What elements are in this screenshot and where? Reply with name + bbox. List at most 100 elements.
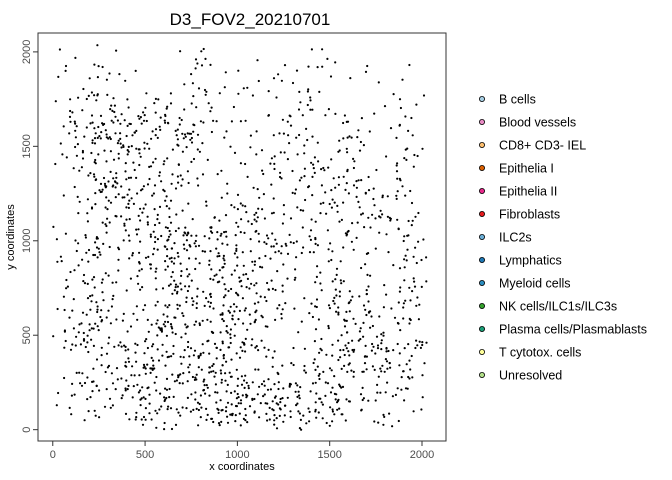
data-point bbox=[155, 322, 158, 325]
data-point bbox=[142, 111, 145, 114]
data-point bbox=[315, 305, 318, 309]
data-point bbox=[263, 241, 266, 244]
data-point bbox=[81, 157, 85, 160]
data-point bbox=[94, 241, 97, 244]
data-point bbox=[241, 349, 244, 352]
data-point bbox=[97, 247, 100, 250]
data-point bbox=[327, 324, 330, 328]
data-point bbox=[290, 362, 293, 365]
data-point bbox=[295, 136, 298, 139]
data-point bbox=[181, 406, 184, 409]
data-point bbox=[204, 93, 207, 96]
legend-item: Plasma cells/Plasmablasts bbox=[478, 323, 647, 337]
data-point bbox=[205, 407, 208, 410]
data-point bbox=[233, 334, 236, 337]
data-point bbox=[128, 257, 131, 260]
data-point bbox=[327, 327, 330, 330]
data-point bbox=[222, 257, 225, 260]
data-point bbox=[153, 223, 157, 227]
data-point bbox=[174, 332, 177, 336]
data-point bbox=[331, 420, 334, 423]
data-point bbox=[185, 268, 188, 271]
data-point bbox=[292, 363, 295, 367]
data-point bbox=[230, 287, 233, 291]
data-point bbox=[128, 199, 131, 202]
data-point bbox=[170, 325, 173, 328]
data-point bbox=[319, 271, 322, 274]
data-point bbox=[90, 114, 94, 117]
data-point bbox=[256, 216, 259, 219]
data-point bbox=[334, 288, 337, 291]
legend-marker bbox=[478, 119, 485, 126]
data-point bbox=[212, 370, 215, 373]
data-point bbox=[209, 277, 212, 280]
data-point bbox=[166, 226, 169, 230]
data-point bbox=[94, 322, 97, 325]
data-point bbox=[145, 338, 148, 341]
data-point bbox=[171, 373, 174, 376]
data-point bbox=[154, 134, 157, 137]
data-point bbox=[152, 364, 155, 367]
data-point bbox=[395, 164, 398, 167]
data-point bbox=[249, 250, 252, 253]
data-point bbox=[309, 96, 312, 99]
data-point bbox=[80, 322, 83, 325]
data-point bbox=[148, 412, 151, 415]
data-point bbox=[318, 351, 321, 354]
data-point bbox=[339, 279, 342, 282]
data-point bbox=[205, 418, 208, 421]
data-point bbox=[327, 108, 330, 111]
data-point bbox=[212, 119, 215, 122]
data-point bbox=[231, 318, 234, 321]
data-point bbox=[245, 273, 248, 276]
data-point bbox=[94, 414, 97, 417]
data-point bbox=[267, 90, 270, 93]
data-point bbox=[146, 183, 150, 186]
data-point bbox=[358, 206, 361, 209]
data-point bbox=[196, 287, 199, 290]
data-point bbox=[411, 219, 414, 222]
data-point bbox=[395, 136, 398, 139]
data-point bbox=[101, 221, 104, 224]
data-point bbox=[318, 377, 321, 381]
data-point bbox=[247, 384, 250, 387]
data-point bbox=[180, 274, 183, 277]
data-point bbox=[389, 127, 393, 130]
data-point bbox=[130, 145, 133, 148]
data-point bbox=[119, 137, 122, 140]
data-point bbox=[367, 189, 371, 192]
data-point bbox=[344, 419, 347, 422]
data-point bbox=[181, 312, 184, 315]
data-point bbox=[244, 350, 247, 353]
data-point bbox=[399, 286, 402, 289]
data-point bbox=[265, 234, 269, 237]
legend-item: Blood vessels bbox=[478, 116, 576, 130]
data-point bbox=[144, 340, 147, 343]
data-point bbox=[77, 331, 80, 334]
data-point bbox=[209, 295, 213, 298]
data-point bbox=[212, 278, 215, 281]
data-point bbox=[350, 136, 353, 139]
data-point bbox=[365, 293, 368, 296]
data-point bbox=[158, 221, 161, 225]
data-point bbox=[63, 346, 66, 349]
data-point bbox=[425, 280, 428, 283]
data-point bbox=[174, 129, 177, 132]
data-point bbox=[396, 218, 399, 221]
data-point bbox=[222, 354, 225, 357]
data-point bbox=[197, 424, 200, 427]
data-point bbox=[253, 321, 256, 324]
data-point bbox=[402, 306, 405, 309]
data-point bbox=[223, 136, 226, 139]
data-point bbox=[237, 396, 240, 399]
data-point bbox=[278, 175, 282, 179]
data-point bbox=[263, 384, 266, 387]
data-point bbox=[74, 136, 77, 139]
data-point bbox=[397, 419, 400, 423]
data-point bbox=[422, 94, 426, 97]
data-point bbox=[261, 266, 264, 269]
data-point bbox=[120, 377, 123, 380]
data-point bbox=[229, 413, 232, 416]
data-point bbox=[277, 73, 280, 76]
data-point bbox=[300, 176, 303, 179]
